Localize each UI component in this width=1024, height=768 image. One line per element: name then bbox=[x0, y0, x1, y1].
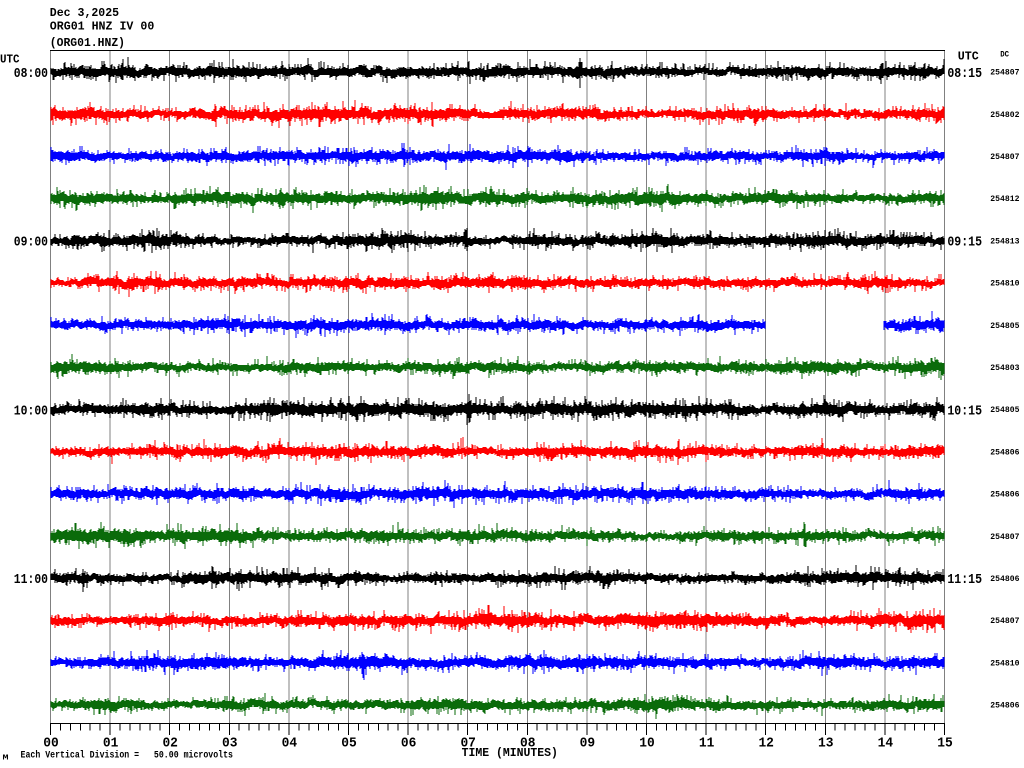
svg-text:01: 01 bbox=[103, 735, 119, 751]
svg-text:UTC: UTC bbox=[0, 52, 20, 66]
svg-text:14: 14 bbox=[878, 735, 894, 751]
svg-text:254813: 254813 bbox=[990, 236, 1019, 246]
svg-text:04: 04 bbox=[282, 735, 298, 751]
svg-text:Dec 3,2025: Dec 3,2025 bbox=[50, 6, 119, 20]
svg-text:254807: 254807 bbox=[990, 532, 1019, 542]
svg-text:254807: 254807 bbox=[990, 616, 1019, 626]
svg-text:11:15: 11:15 bbox=[947, 572, 982, 588]
svg-text:UTC: UTC bbox=[958, 49, 979, 63]
svg-text:06: 06 bbox=[401, 735, 417, 751]
svg-text:05: 05 bbox=[341, 735, 357, 751]
svg-text:254805: 254805 bbox=[990, 405, 1019, 415]
svg-text:TIME (MINUTES): TIME (MINUTES) bbox=[462, 746, 558, 760]
svg-text:07: 07 bbox=[460, 735, 476, 751]
svg-text:254807: 254807 bbox=[990, 152, 1019, 162]
svg-text:254812: 254812 bbox=[990, 194, 1019, 204]
svg-text:254806: 254806 bbox=[990, 490, 1019, 500]
svg-text:09:00: 09:00 bbox=[14, 235, 48, 251]
svg-text:03: 03 bbox=[222, 735, 238, 751]
svg-text:254807: 254807 bbox=[990, 68, 1019, 78]
svg-text:08:15: 08:15 bbox=[947, 66, 982, 82]
svg-text:15: 15 bbox=[937, 735, 953, 751]
svg-text:09: 09 bbox=[580, 735, 596, 751]
svg-text:M: M bbox=[3, 755, 9, 763]
svg-text:10:00: 10:00 bbox=[14, 403, 48, 419]
svg-text:254806: 254806 bbox=[990, 574, 1019, 584]
svg-text:254810: 254810 bbox=[990, 658, 1019, 668]
svg-text:(ORG01.HNZ): (ORG01.HNZ) bbox=[50, 36, 125, 50]
svg-text:11: 11 bbox=[699, 735, 715, 751]
svg-text:254806: 254806 bbox=[990, 447, 1019, 457]
svg-text:12: 12 bbox=[758, 735, 774, 751]
svg-text:02: 02 bbox=[162, 735, 178, 751]
svg-text:11:00: 11:00 bbox=[14, 572, 48, 588]
svg-text:08: 08 bbox=[520, 735, 536, 751]
svg-text:09:15: 09:15 bbox=[947, 235, 982, 251]
svg-text:DC: DC bbox=[1000, 49, 1009, 59]
svg-text:254806: 254806 bbox=[990, 701, 1019, 711]
svg-text:254802: 254802 bbox=[990, 110, 1019, 120]
svg-text:00: 00 bbox=[43, 735, 59, 751]
svg-text:254803: 254803 bbox=[990, 363, 1019, 373]
svg-text:254810: 254810 bbox=[990, 279, 1019, 289]
svg-text:254805: 254805 bbox=[990, 321, 1019, 331]
svg-text:13: 13 bbox=[818, 735, 834, 751]
svg-text:ORG01 HNZ IV 00: ORG01 HNZ IV 00 bbox=[50, 19, 155, 33]
svg-text:10:15: 10:15 bbox=[947, 403, 982, 419]
svg-text:10: 10 bbox=[639, 735, 655, 751]
svg-text:Each Vertical Division = 50.: Each Vertical Division = 50.00 microvolt… bbox=[21, 750, 234, 762]
svg-text:08:00: 08:00 bbox=[14, 66, 48, 82]
